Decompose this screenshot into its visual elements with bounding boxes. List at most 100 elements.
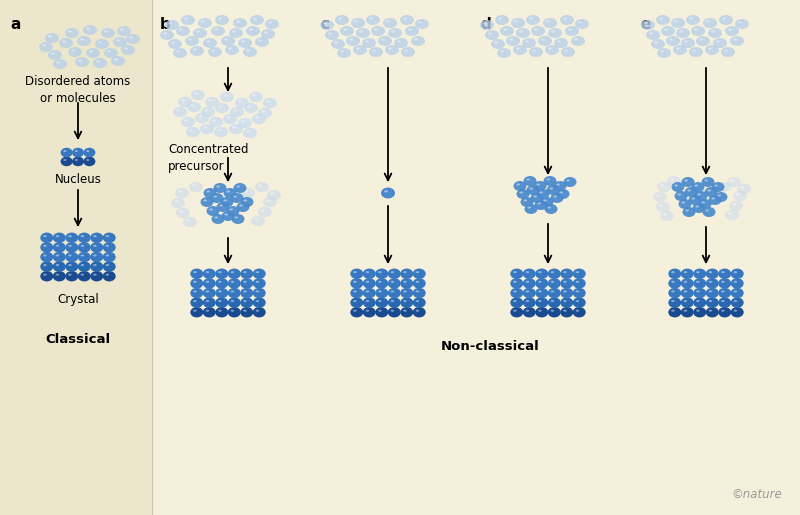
Ellipse shape xyxy=(706,268,718,279)
Ellipse shape xyxy=(193,290,197,293)
Ellipse shape xyxy=(646,30,660,40)
Ellipse shape xyxy=(711,182,725,192)
Ellipse shape xyxy=(535,278,548,288)
Ellipse shape xyxy=(240,278,254,288)
Ellipse shape xyxy=(721,47,735,57)
Ellipse shape xyxy=(190,278,203,288)
Ellipse shape xyxy=(198,18,212,28)
Ellipse shape xyxy=(72,148,84,158)
Ellipse shape xyxy=(270,193,274,195)
Ellipse shape xyxy=(93,245,97,247)
Ellipse shape xyxy=(246,130,250,132)
Ellipse shape xyxy=(550,281,554,283)
Ellipse shape xyxy=(168,39,182,49)
Ellipse shape xyxy=(56,245,59,247)
Ellipse shape xyxy=(68,47,82,57)
Ellipse shape xyxy=(359,30,363,32)
Ellipse shape xyxy=(565,26,579,36)
Ellipse shape xyxy=(61,148,73,158)
Ellipse shape xyxy=(193,300,197,302)
Ellipse shape xyxy=(211,214,225,224)
Ellipse shape xyxy=(400,298,414,308)
Ellipse shape xyxy=(730,179,734,181)
Ellipse shape xyxy=(230,193,243,203)
Ellipse shape xyxy=(114,59,118,60)
Ellipse shape xyxy=(694,307,706,317)
Ellipse shape xyxy=(202,278,216,288)
Ellipse shape xyxy=(168,23,172,25)
Ellipse shape xyxy=(676,28,690,38)
Ellipse shape xyxy=(353,271,357,273)
Ellipse shape xyxy=(212,119,216,122)
Ellipse shape xyxy=(62,41,66,43)
Ellipse shape xyxy=(390,300,394,302)
Ellipse shape xyxy=(573,307,586,317)
Ellipse shape xyxy=(510,307,523,317)
Ellipse shape xyxy=(221,36,235,46)
Ellipse shape xyxy=(696,271,700,273)
Ellipse shape xyxy=(684,180,688,181)
Ellipse shape xyxy=(98,42,102,43)
Ellipse shape xyxy=(243,199,247,201)
Ellipse shape xyxy=(193,271,197,273)
Ellipse shape xyxy=(684,281,687,283)
Ellipse shape xyxy=(218,310,222,312)
Ellipse shape xyxy=(649,32,653,35)
Ellipse shape xyxy=(491,39,505,49)
Ellipse shape xyxy=(660,211,674,221)
Ellipse shape xyxy=(86,150,90,152)
Ellipse shape xyxy=(526,300,530,302)
Ellipse shape xyxy=(663,213,667,215)
Ellipse shape xyxy=(181,99,185,101)
Ellipse shape xyxy=(563,281,566,283)
Ellipse shape xyxy=(718,268,731,279)
Ellipse shape xyxy=(678,199,691,209)
Ellipse shape xyxy=(644,23,648,25)
Ellipse shape xyxy=(378,310,382,312)
Ellipse shape xyxy=(554,196,557,197)
Ellipse shape xyxy=(388,288,401,298)
Ellipse shape xyxy=(107,50,111,53)
Ellipse shape xyxy=(548,47,552,49)
Ellipse shape xyxy=(684,310,687,312)
Ellipse shape xyxy=(350,307,363,317)
Ellipse shape xyxy=(218,281,222,283)
Ellipse shape xyxy=(538,310,542,312)
Ellipse shape xyxy=(66,262,78,272)
Ellipse shape xyxy=(261,210,265,212)
Ellipse shape xyxy=(671,271,674,273)
Ellipse shape xyxy=(729,201,743,211)
Ellipse shape xyxy=(218,300,222,302)
Ellipse shape xyxy=(388,298,401,308)
Ellipse shape xyxy=(53,271,66,281)
Ellipse shape xyxy=(40,242,54,252)
Ellipse shape xyxy=(529,47,543,57)
Ellipse shape xyxy=(673,45,687,55)
Ellipse shape xyxy=(566,180,570,181)
Ellipse shape xyxy=(689,18,693,20)
Ellipse shape xyxy=(388,47,392,49)
Ellipse shape xyxy=(366,15,380,25)
Ellipse shape xyxy=(694,191,707,201)
Ellipse shape xyxy=(238,118,252,128)
Ellipse shape xyxy=(705,45,719,55)
Ellipse shape xyxy=(251,216,265,226)
Ellipse shape xyxy=(415,271,419,273)
Ellipse shape xyxy=(258,207,272,217)
Ellipse shape xyxy=(548,288,561,298)
Ellipse shape xyxy=(340,26,354,36)
Ellipse shape xyxy=(535,307,548,317)
Ellipse shape xyxy=(718,307,731,317)
Ellipse shape xyxy=(120,28,124,30)
Ellipse shape xyxy=(59,38,73,48)
Ellipse shape xyxy=(266,199,270,201)
Ellipse shape xyxy=(40,252,54,262)
Ellipse shape xyxy=(240,268,254,279)
Ellipse shape xyxy=(720,184,724,186)
Ellipse shape xyxy=(186,219,190,221)
Ellipse shape xyxy=(78,233,90,243)
Ellipse shape xyxy=(526,179,530,180)
Ellipse shape xyxy=(86,48,100,58)
Ellipse shape xyxy=(656,194,660,197)
Ellipse shape xyxy=(413,307,426,317)
